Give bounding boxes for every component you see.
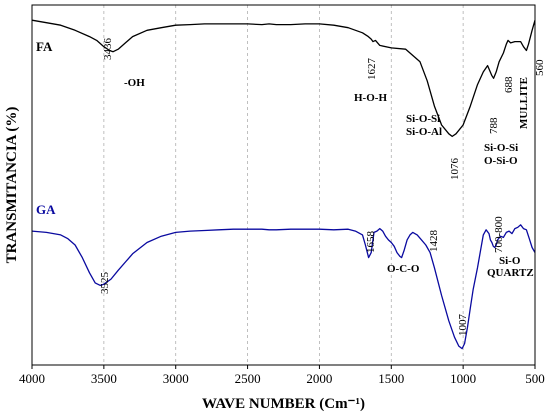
- annotation-ga-5: 700-800: [493, 216, 505, 253]
- annotation-ga-7: QUARTZ: [487, 267, 534, 279]
- annotation-ga-0: 3525: [99, 272, 111, 295]
- grid-lines: [103, 5, 464, 365]
- plot-frame: [31, 4, 536, 366]
- annotation-fa-6: Si-O-Al: [406, 126, 442, 138]
- annotation-ga-4: 1007: [457, 314, 469, 337]
- x-tick-label-2500: 2500: [235, 371, 261, 386]
- x-axis-title: WAVE NUMBER (Cm⁻¹): [202, 396, 365, 412]
- x-tick-label-3000: 3000: [163, 371, 189, 386]
- x-tick-label-3500: 3500: [91, 371, 117, 386]
- series-label-ga: GA: [36, 202, 56, 217]
- x-tick-label-2000: 2000: [306, 371, 332, 386]
- y-axis-title: TRANSMITANCIA (%): [4, 107, 20, 264]
- annotation-ga-6: Si-O: [499, 255, 521, 267]
- plot-border: [31, 4, 536, 366]
- series-labels: FA GA: [36, 39, 56, 217]
- annotation-ga-1: 1658: [365, 231, 377, 254]
- annotation-fa-2: 1627: [366, 58, 378, 81]
- annotation-fa-4: 1076: [449, 158, 461, 181]
- annotation-fa-3: H-O-H: [354, 92, 387, 104]
- annotation-ga-3: O-C-O: [387, 263, 420, 275]
- series-line-fa: [31, 19, 536, 138]
- x-tick-label-500: 500: [525, 371, 545, 386]
- annotation-fa-1: -OH: [124, 77, 145, 89]
- annotation-ga-2: 1428: [428, 230, 440, 253]
- annotation-fa-8: 688: [503, 76, 515, 93]
- annotation-fa-11: Si-O-Si: [484, 142, 518, 154]
- x-tick-label-1500: 1500: [378, 371, 404, 386]
- series-lines: [31, 19, 536, 350]
- annotation-fa-7: 788: [488, 117, 500, 134]
- annotation-fa-5: Si-O-Si: [406, 113, 440, 125]
- series-line-ga: [31, 224, 536, 350]
- x-axis-ticks: 4000 3500 3000 2500 2000 1500 1000 500: [19, 365, 545, 386]
- x-tick-label-1000: 1000: [450, 371, 476, 386]
- x-tick-label-4000: 4000: [19, 371, 45, 386]
- annotation-fa-0: 3436: [102, 38, 114, 61]
- annotation-fa-12: O-Si-O: [484, 155, 518, 167]
- series-label-fa: FA: [36, 39, 53, 54]
- annotation-fa-9: 560: [534, 59, 546, 76]
- annotation-fa-10: MULLITE: [518, 77, 530, 129]
